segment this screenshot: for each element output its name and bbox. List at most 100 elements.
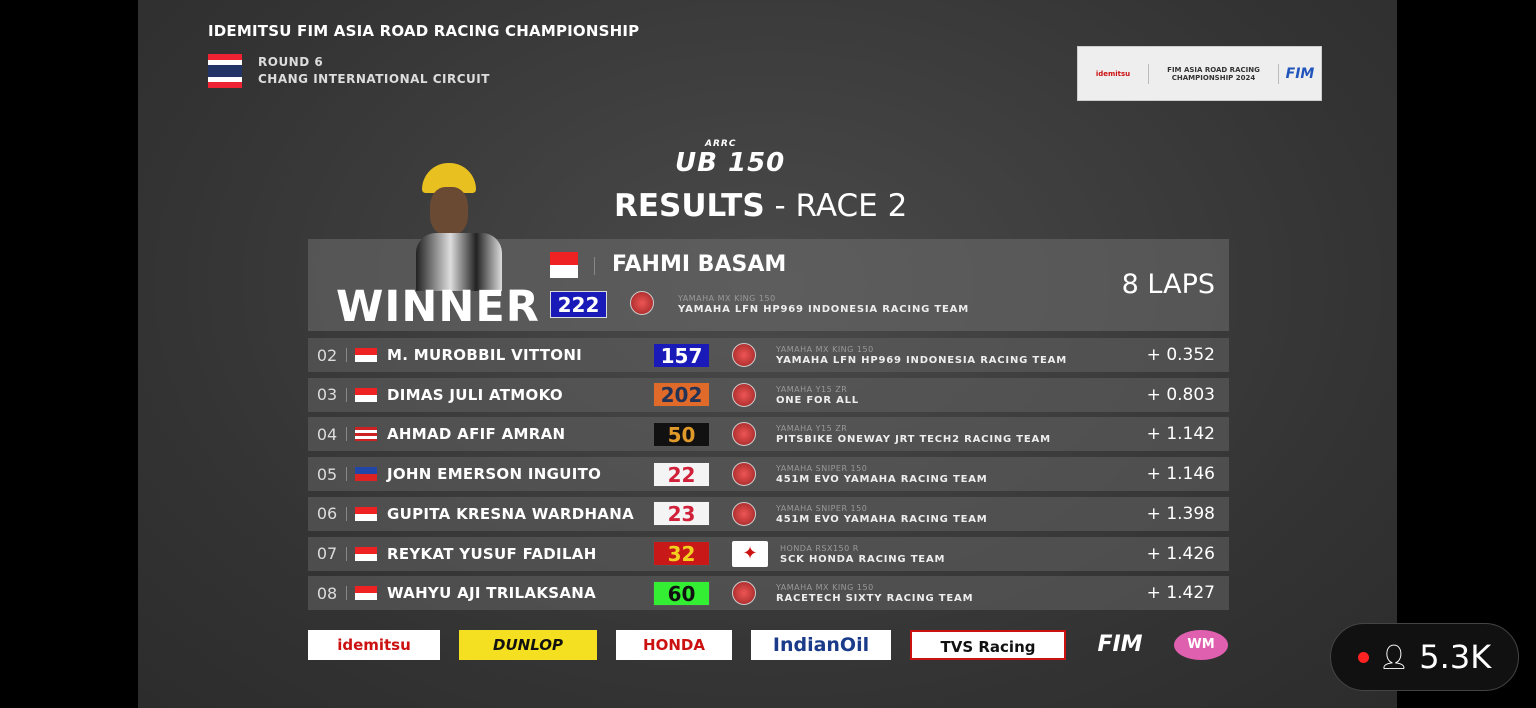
rider-number-badge: 202 <box>653 382 710 408</box>
honda-logo-icon: ✦ <box>732 540 768 567</box>
sponsor-fim: FIM <box>1097 632 1143 657</box>
sponsor-indianoil: IndianOil <box>751 630 891 660</box>
yamaha-logo-icon <box>732 422 756 447</box>
rider-name: DIMAS JULI ATMOKO <box>387 385 563 404</box>
bike-model: YAMAHA SNIPER 150 <box>776 464 868 474</box>
sponsor-dunlop: DUNLOP <box>459 630 597 660</box>
result-row: 04 AHMAD AFIF AMRAN 50 YAMAHA Y15 ZR PITSBIK… <box>308 417 1229 452</box>
winner-number-badge: 222 <box>550 291 607 318</box>
yamaha-logo-icon <box>732 382 756 407</box>
rider-number-badge: 60 <box>653 580 710 606</box>
team-name: 451M EVO YAMAHA RACING TEAM <box>776 513 988 525</box>
yamaha-logo-icon <box>732 343 756 367</box>
broadcast-graphic: IDEMITSU FIM ASIA ROAD RACING CHAMPIONSH… <box>138 0 1397 708</box>
winner-bike: YAMAHA MX KING 150 <box>678 294 776 303</box>
rider-name: WAHYU AJI TRILAKSANA <box>387 584 597 603</box>
time-gap: + 1.398 <box>1146 503 1215 524</box>
arrc-small-label: ARRC <box>705 139 737 149</box>
time-gap: + 1.146 <box>1146 464 1215 485</box>
person-icon: 👤︎ <box>1378 643 1410 671</box>
class-label: UB 150 <box>675 148 786 178</box>
divider <box>346 586 347 601</box>
bike-model: YAMAHA Y15 ZR <box>776 424 848 434</box>
team-info: HONDA RSX150 R SCK HONDA RACING TEAM <box>780 543 1129 565</box>
viewer-count: 5.3K <box>1419 638 1492 676</box>
team-name: SCK HONDA RACING TEAM <box>780 553 946 565</box>
yamaha-logo-icon <box>732 581 756 606</box>
team-name: RACETECH SIXTY RACING TEAM <box>776 593 974 605</box>
position: 05 <box>316 464 338 484</box>
arrc-logo: FIM ASIA ROAD RACING CHAMPIONSHIP 2024 <box>1148 63 1279 84</box>
yamaha-logo-icon <box>732 501 756 526</box>
bike-model: YAMAHA MX KING 150 <box>776 583 874 593</box>
sponsor-idemitsu: idemitsu <box>308 630 440 660</box>
divider <box>346 348 347 362</box>
flag-ph-icon <box>355 467 377 482</box>
divider <box>594 257 595 275</box>
live-viewer-count[interactable]: 👤︎ 5.3K <box>1330 623 1519 691</box>
divider <box>346 506 347 521</box>
time-gap: + 0.803 <box>1146 384 1215 405</box>
championship-title: IDEMITSU FIM ASIA ROAD RACING CHAMPIONSH… <box>208 22 640 40</box>
sponsor-bar: idemitsu DUNLOP HONDA IndianOil TVS Raci… <box>308 629 1228 661</box>
divider <box>346 467 347 482</box>
fim-logo: FIM <box>1285 65 1315 82</box>
time-gap: + 0.352 <box>1146 345 1215 365</box>
rider-number-badge: 23 <box>653 501 710 527</box>
yamaha-logo-icon <box>732 462 756 487</box>
ub150-class-logo: ARRC UB 150 <box>675 139 786 179</box>
flag-id-icon <box>355 348 377 362</box>
position: 06 <box>316 504 338 524</box>
position: 02 <box>316 345 338 365</box>
bike-model: YAMAHA Y15 ZR <box>776 384 848 394</box>
indonesia-flag-icon <box>550 252 578 278</box>
divider <box>346 387 347 402</box>
rider-number-badge: 22 <box>653 461 710 487</box>
position: 07 <box>316 544 338 563</box>
winner-rider-photo <box>416 163 506 291</box>
sponsor-wm: WM <box>1174 630 1228 660</box>
rider-number-badge: 157 <box>653 342 710 368</box>
position: 08 <box>316 583 338 603</box>
divider <box>346 546 347 561</box>
title-race: - RACE 2 <box>764 188 908 224</box>
flag-my-icon <box>355 427 377 442</box>
rider-name: JOHN EMERSON INGUITO <box>387 465 602 484</box>
live-dot-icon <box>1357 651 1369 663</box>
team-info: YAMAHA SNIPER 150 451M EVO YAMAHA RACING … <box>776 503 1129 525</box>
team-info: YAMAHA Y15 ZR PITSBIKE ONEWAY JRT TECH2 R… <box>776 423 1129 445</box>
time-gap: + 1.426 <box>1146 543 1215 564</box>
flag-id-icon <box>355 586 377 601</box>
winner-name: FAHMI BASAM <box>612 252 787 277</box>
sponsor-honda: HONDA <box>616 630 732 660</box>
rider-number-badge: 50 <box>653 421 710 447</box>
round-info: ROUND 6 CHANG INTERNATIONAL CIRCUIT <box>258 54 490 88</box>
team-info: YAMAHA MX KING 150 YAMAHA LFN HP969 INDON… <box>776 344 1129 366</box>
result-row: 03 DIMAS JULI ATMOKO 202 YAMAHA Y15 ZR ONE F… <box>308 377 1229 412</box>
bike-model: YAMAHA MX KING 150 <box>776 345 874 354</box>
result-row: 05 JOHN EMERSON INGUITO 22 YAMAHA SNIPER 15… <box>308 457 1229 492</box>
team-name: ONE FOR ALL <box>776 394 859 406</box>
results-title: RESULTS - RACE 2 <box>614 188 907 224</box>
rider-number-badge: 32 <box>653 541 710 566</box>
idemitsu-logo: idemitsu <box>1095 69 1131 78</box>
title-main: RESULTS <box>614 188 765 224</box>
position: 04 <box>316 424 338 444</box>
winner-team: YAMAHA MX KING 150 YAMAHA LFN HP969 INDO… <box>678 293 969 315</box>
sponsor-tvs: TVS Racing <box>910 630 1066 660</box>
result-row: 02 M. MUROBBIL VITTONI 157 YAMAHA MX KING 1… <box>308 338 1229 372</box>
bike-model: HONDA RSX150 R <box>780 543 859 553</box>
bike-model: YAMAHA SNIPER 150 <box>776 503 868 513</box>
rider-name: AHMAD AFIF AMRAN <box>387 425 566 444</box>
rider-name: GUPITA KRESNA WARDHANA <box>387 504 634 523</box>
thailand-flag-icon <box>208 54 242 88</box>
time-gap: + 1.142 <box>1146 424 1215 445</box>
yamaha-logo-icon <box>630 291 654 315</box>
result-row: 06 GUPITA KRESNA WARDHANA 23 YAMAHA SNIPER … <box>308 496 1229 531</box>
position: 03 <box>316 385 338 405</box>
winner-label: WINNER <box>336 282 540 332</box>
winner-team-name: YAMAHA LFN HP969 INDONESIA RACING TEAM <box>678 304 969 315</box>
team-name: 451M EVO YAMAHA RACING TEAM <box>776 474 988 486</box>
flag-id-icon <box>355 546 377 561</box>
